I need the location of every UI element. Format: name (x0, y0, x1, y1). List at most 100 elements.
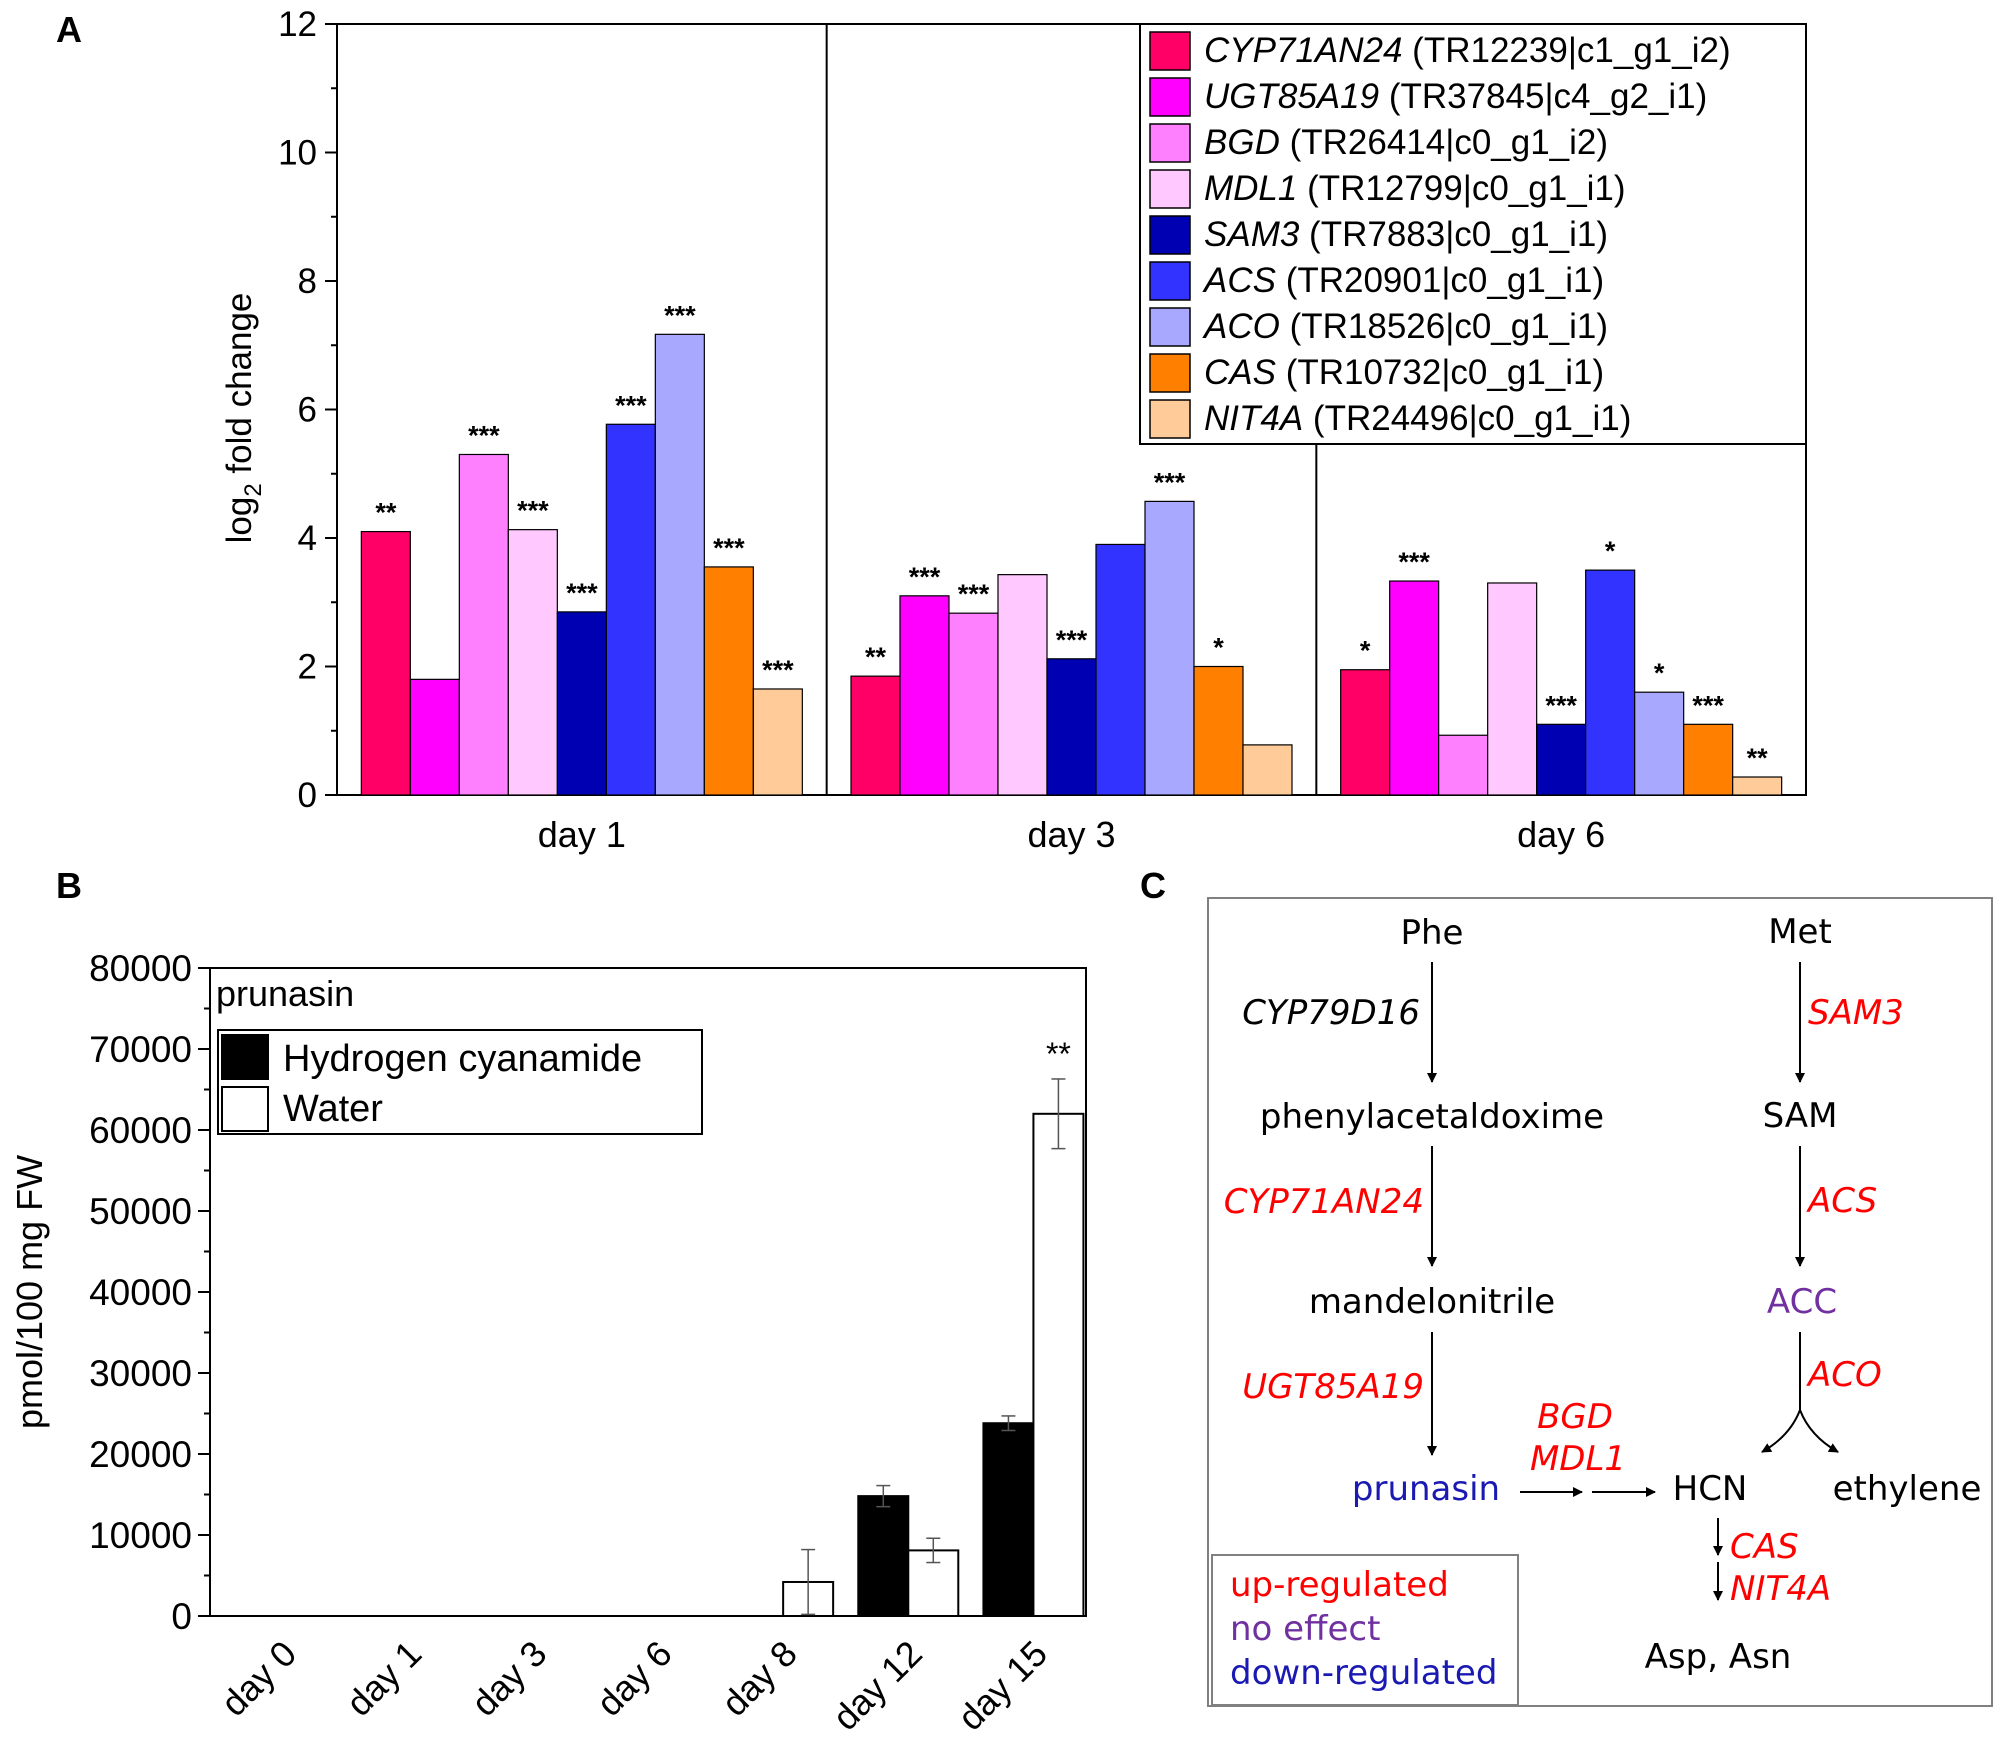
bar-cyp71an24-day-1 (360, 530, 411, 796)
bar-bgd-day-6 (1438, 734, 1489, 796)
bar-cas-day-3 (1193, 665, 1244, 796)
x-tick-day-0: day 0 (213, 1633, 304, 1724)
legend-swatch-cyp71an24 (1149, 31, 1191, 71)
significance-cas-day-1: *** (713, 533, 745, 563)
legend-id-bgd: (TR26414|c0_g1_i2) (1280, 123, 1608, 162)
node-ethylene: ethylene (1833, 1469, 1982, 1509)
node-sam: SAM (1763, 1096, 1838, 1136)
node-phe: Phe (1401, 913, 1464, 953)
significance-nit4a-day-6: ** (1747, 743, 1769, 773)
bar-acs-day-6 (1585, 569, 1636, 796)
chart-a-legend-box (1139, 23, 1807, 445)
y-tick-label-10: 10 (278, 134, 317, 173)
legend-id-ugt85a19: (TR37845|c4_g2_i1) (1379, 77, 1707, 116)
bar-hydrogen-cyanamide-day-15 (982, 1422, 1035, 1617)
node-mandelonitrile: mandelonitrile (1309, 1282, 1555, 1322)
significance-cas-day-6: *** (1692, 690, 1724, 720)
node-asp-asn: Asp, Asn (1645, 1637, 1792, 1677)
x-tick-day-15: day 15 (950, 1633, 1055, 1738)
legend-swatch-aco (1149, 307, 1191, 347)
legend-entry-mdl1: MDL1 (TR12799|c0_g1_i1) (1204, 169, 1626, 208)
legend-id-cas: (TR10732|c0_g1_i1) (1276, 353, 1604, 392)
legend-label-hydrogen-cyanamide: Hydrogen cyanamide (283, 1038, 642, 1080)
legend-gene-sam3: SAM3 (1204, 215, 1300, 254)
node-met: Met (1768, 912, 1832, 952)
y-tick-label-80000: 80000 (89, 948, 192, 989)
y-tick-label-40000: 40000 (89, 1272, 192, 1313)
x-tick-day-1: day 1 (338, 1633, 429, 1724)
x-tick-day-3: day 3 (463, 1633, 554, 1724)
bar-bgd-day-1 (458, 453, 509, 796)
enzyme-sam3: SAM3 (1808, 993, 1904, 1033)
enzyme-ugt85a19: UGT85A19 (1242, 1367, 1424, 1407)
bar-sam3-day-6 (1536, 723, 1587, 796)
y-tick-label-8: 8 (298, 262, 317, 301)
legend-gene-ugt85a19: UGT85A19 (1204, 77, 1379, 116)
bar-mdl1-day-1 (507, 529, 558, 796)
legend-swatch-nit4a (1149, 399, 1191, 439)
enzyme-bgd: BGD (1537, 1397, 1613, 1437)
legend-gene-bgd: BGD (1204, 123, 1280, 162)
pathway-legend-box (1211, 1554, 1519, 1706)
legend-gene-aco: ACO (1202, 307, 1280, 346)
bar-sam3-day-3 (1046, 658, 1097, 796)
bar-water-day-15 (1032, 1112, 1085, 1618)
enzyme-acs: ACS (1806, 1181, 1877, 1221)
arrow-acc-to-hcn (1761, 1409, 1801, 1453)
chart-b-legend: Hydrogen cyanamide Water (217, 1029, 703, 1135)
x-tick-day-6: day 6 (588, 1633, 679, 1724)
bar-nit4a-day-1 (752, 688, 803, 796)
significance-ugt85a19-day-6: *** (1398, 547, 1430, 577)
panel-label-b: B (56, 865, 82, 906)
node-hcn: HCN (1673, 1469, 1748, 1509)
enzyme-nit4a: NIT4A (1730, 1569, 1831, 1609)
legend-id-cyp71an24: (TR12239|c1_g1_i2) (1402, 31, 1730, 70)
bar-mdl1-day-6 (1487, 582, 1538, 796)
legend-entry-ugt85a19: UGT85A19 (TR37845|c4_g2_i1) (1204, 77, 1707, 116)
legend-id-aco: (TR18526|c0_g1_i1) (1280, 307, 1608, 346)
significance-ugt85a19-day-3: *** (909, 562, 941, 592)
bar-mdl1-day-3 (997, 574, 1048, 796)
chart-a-legend: CYP71AN24 (TR12239|c1_g1_i2) UGT85A19 (TR… (1139, 23, 1807, 445)
legend-entry-bgd: BGD (TR26414|c0_g1_i2) (1204, 123, 1608, 162)
bar-ugt85a19-day-3 (899, 595, 950, 796)
bar-bgd-day-3 (948, 612, 999, 796)
enzyme-cas: CAS (1730, 1527, 1799, 1567)
node-phenylacetaldoxime: phenylacetaldoxime (1260, 1097, 1604, 1137)
legend-entry-sam3: SAM3 (TR7883|c0_g1_i1) (1204, 215, 1608, 254)
legend-gene-cyp71an24: CYP71AN24 (1204, 31, 1402, 70)
legend-entry-nit4a: NIT4A (TR24496|c0_g1_i1) (1204, 399, 1631, 438)
legend-swatch-cas (1149, 353, 1191, 393)
chart-b-title: prunasin (216, 973, 354, 1014)
significance-cyp71an24-day-1: ** (375, 498, 397, 528)
y-tick-label-70000: 70000 (89, 1029, 192, 1070)
bar-ugt85a19-day-1 (409, 678, 460, 796)
legend-id-sam3: (TR7883|c0_g1_i1) (1299, 215, 1608, 254)
legend-entry-aco: ACO (TR18526|c0_g1_i1) (1202, 307, 1608, 346)
chart-b-legend-box (217, 1029, 703, 1135)
bar-acs-day-3 (1095, 543, 1146, 796)
chart-a: *********************** *************** **… (220, 5, 1807, 855)
significance-sam3-day-6: *** (1545, 690, 1577, 720)
significance-cyp71an24-day-3: ** (865, 642, 887, 672)
x-tick-day-6: day 6 (1517, 814, 1605, 855)
y-tick-label-60000: 60000 (89, 1110, 192, 1151)
legend-swatch-ugt85a19 (1149, 77, 1191, 117)
significance-acs-day-6: * (1605, 536, 1616, 566)
bar-cyp71an24-day-6 (1340, 669, 1391, 796)
significance-aco-day-3: *** (1154, 467, 1186, 497)
bar-cas-day-1 (703, 566, 754, 796)
bar-aco-day-3 (1144, 500, 1195, 796)
legend-id-acs: (TR20901|c0_g1_i1) (1276, 261, 1604, 300)
node-acc: ACC (1767, 1282, 1837, 1322)
y-tick-label-6: 6 (298, 391, 317, 430)
bar-aco-day-1 (654, 333, 705, 796)
panel-label-a: A (56, 9, 82, 50)
significance-water-day-15: ** (1046, 1036, 1071, 1072)
bar-ugt85a19-day-6 (1389, 580, 1440, 796)
legend-up-regulated: up-regulated (1230, 1565, 1449, 1605)
significance-aco-day-1: *** (664, 300, 696, 330)
legend-id-mdl1: (TR12799|c0_g1_i1) (1297, 169, 1625, 208)
bar-nit4a-day-3 (1242, 744, 1293, 796)
